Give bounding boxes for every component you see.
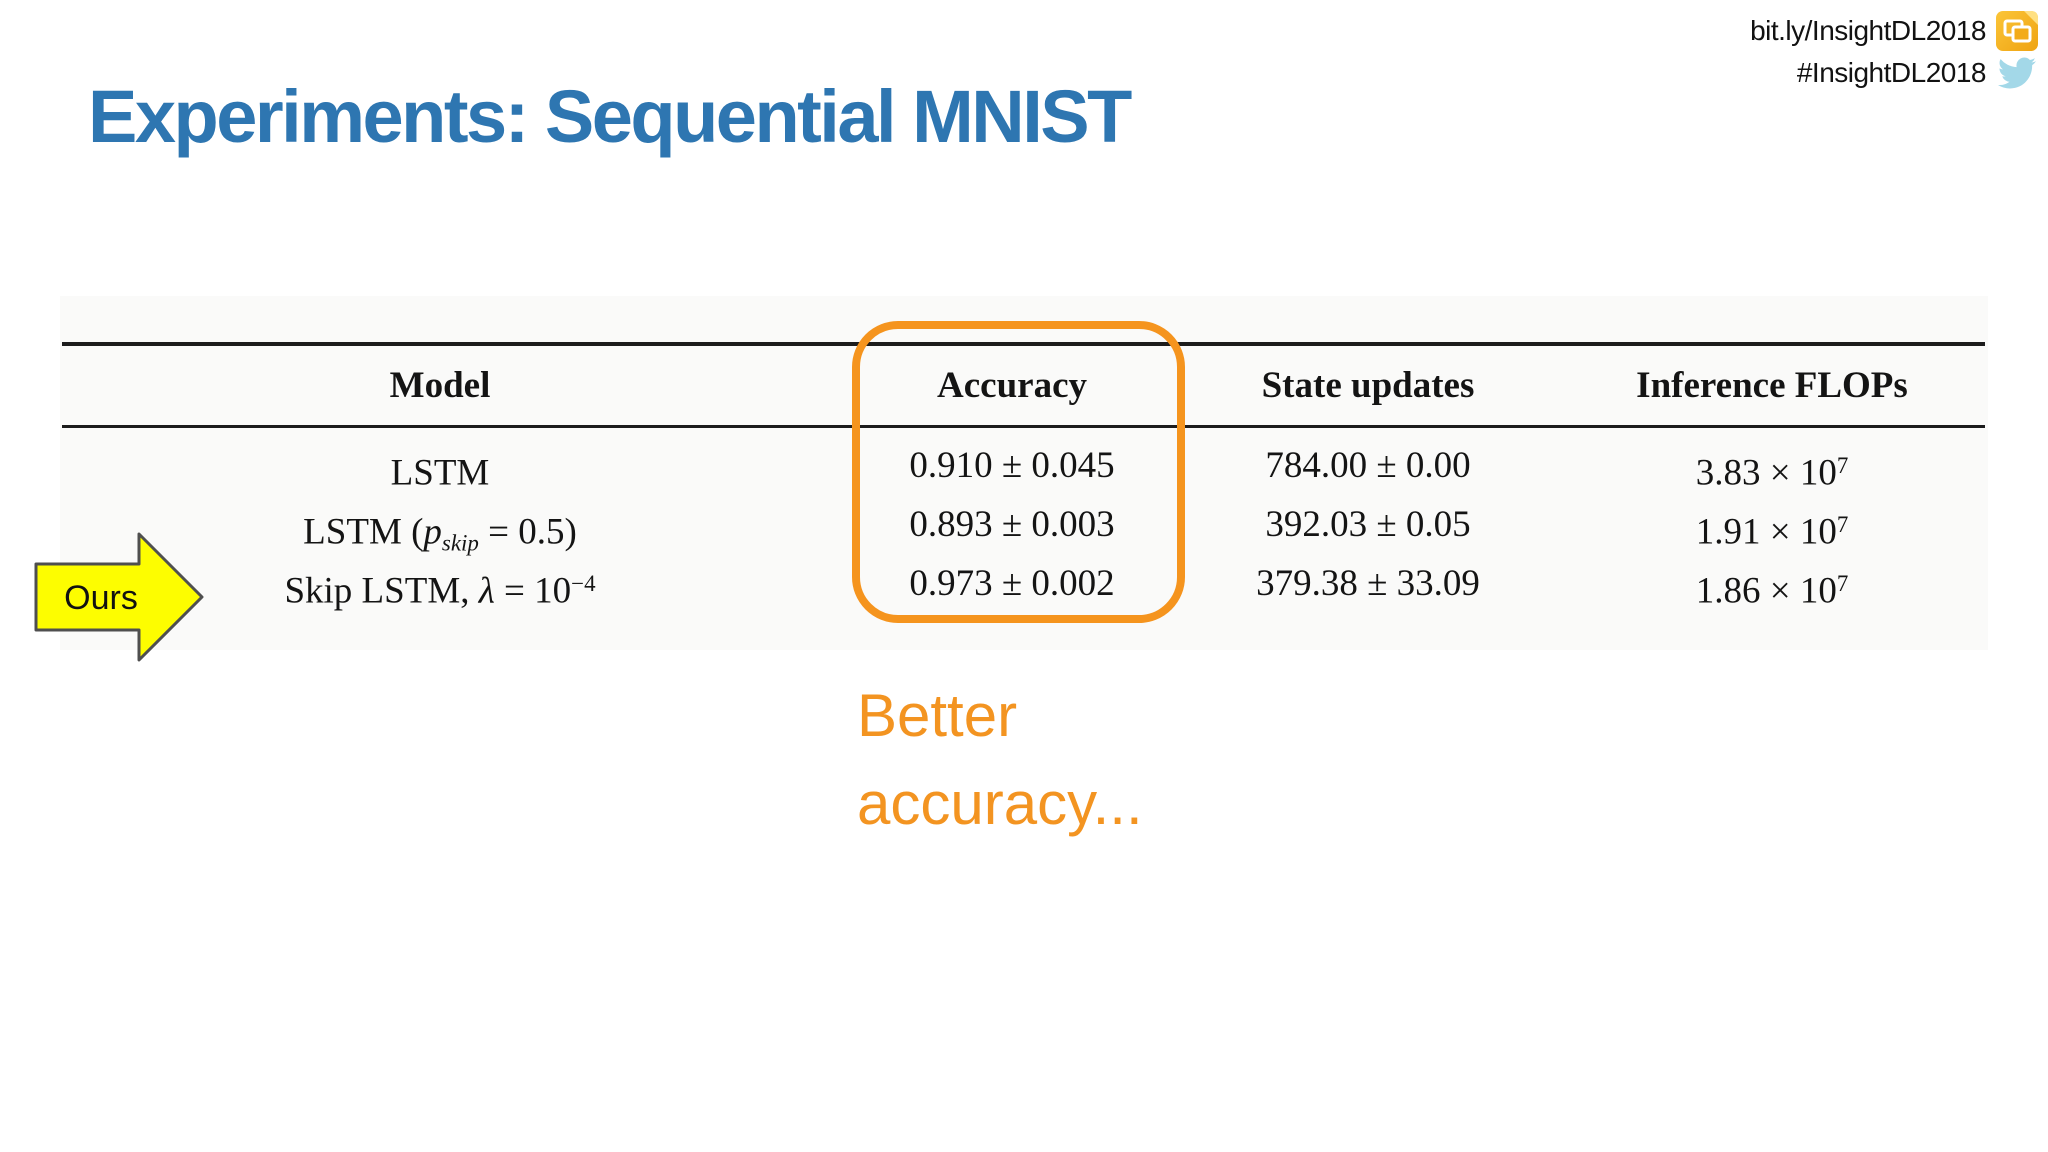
twitter-bird-icon [1992, 54, 2042, 92]
ours-arrow: Ours [34, 532, 204, 662]
table-cell-accuracy: 0.910 ± 0.045 [909, 445, 1115, 486]
flops-base: 1.91 × 10 [1695, 511, 1837, 553]
model-superscript: −4 [571, 571, 596, 596]
annotation-line-2: accuracy... [857, 770, 1143, 837]
model-subscript: skip [441, 530, 479, 556]
table-top-rule [62, 342, 1985, 346]
annotation-line-1: Better [857, 682, 1018, 749]
flops-base: 1.86 × 10 [1695, 570, 1837, 612]
table-cell-state-updates: 784.00 ± 0.00 [1265, 445, 1471, 486]
ours-label: Ours [64, 579, 138, 617]
flops-exponent: 7 [1836, 512, 1849, 537]
accuracy-highlight-box [852, 321, 1185, 623]
column-header-state-updates: State updates [1261, 365, 1475, 406]
flops-base: 3.83 × 10 [1695, 452, 1837, 494]
table-cell-inference-flops: 1.91 × 107 [1696, 501, 1849, 556]
arrow-shape [34, 532, 204, 662]
slide-title: Experiments: Sequential MNIST [88, 75, 1132, 158]
table-cell-inference-flops: 1.86 × 107 [1696, 560, 1849, 615]
hashtag-row: #InsightDL2018 [1797, 54, 2042, 92]
model-text: LSTM ( [303, 511, 424, 553]
better-accuracy-annotation: Better accuracy... [857, 672, 1143, 848]
flops-exponent: 7 [1836, 571, 1849, 596]
table-cell-model-lstm: LSTM [391, 442, 490, 508]
model-suffix: = 10 [494, 570, 572, 612]
share-links-block: bit.ly/InsightDL2018 #InsightDL2018 [1750, 8, 2042, 92]
table-cell-accuracy: 0.973 ± 0.002 [909, 563, 1115, 604]
share-link-row: bit.ly/InsightDL2018 [1750, 8, 2042, 54]
model-text: LSTM [390, 452, 490, 494]
hashtag-text: #InsightDL2018 [1796, 57, 1987, 88]
table-cell-state-updates: 392.03 ± 0.05 [1265, 504, 1471, 545]
paper-table-background [60, 296, 1988, 650]
google-slides-icon [1992, 8, 2042, 54]
table-cell-model-skip-lstm: Skip LSTM, λ = 10−4 [284, 560, 595, 626]
model-text: Skip LSTM, [284, 570, 479, 612]
table-cell-accuracy: 0.893 ± 0.003 [909, 504, 1115, 545]
column-header-model: Model [389, 365, 491, 406]
column-header-inference-flops: Inference FLOPs [1636, 365, 1908, 406]
model-variable: λ [478, 570, 495, 612]
flops-exponent: 7 [1836, 453, 1849, 478]
table-cell-inference-flops: 3.83 × 107 [1696, 442, 1849, 497]
table-cell-model-lstm-pskip: LSTM (pskip = 0.5) [303, 501, 577, 567]
table-cell-state-updates: 379.38 ± 33.09 [1256, 563, 1480, 604]
model-variable: p [423, 511, 442, 553]
table-header-rule [62, 425, 1985, 428]
share-link-text: bit.ly/InsightDL2018 [1750, 15, 1986, 46]
column-header-accuracy: Accuracy [937, 365, 1087, 406]
model-suffix: = 0.5) [478, 511, 577, 553]
